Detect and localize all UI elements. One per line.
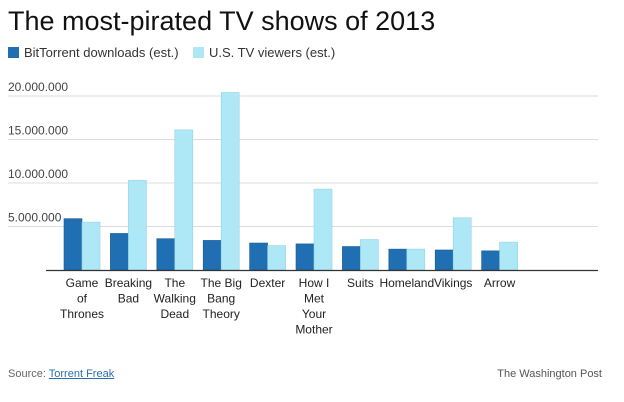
bar-downloads (388, 248, 408, 271)
x-tick-label-line: Suits (347, 276, 374, 290)
bar-downloads (295, 243, 315, 271)
x-tick-label: Vikings (434, 276, 472, 290)
x-tick-label-line: How I (299, 276, 330, 290)
x-tick-label-line: The Big (201, 276, 242, 290)
bar-viewers (313, 188, 333, 271)
bar-downloads (342, 246, 361, 271)
x-tick-label-line: The (164, 276, 185, 290)
bar-viewers (128, 180, 147, 271)
x-tick-label-line: Met (304, 292, 325, 306)
x-tick-label-line: Homeland (379, 276, 434, 290)
x-tick-label-line: Your (302, 307, 326, 321)
source-note: Source: Torrent Freak (8, 368, 114, 380)
x-tick-label-line: Dead (160, 307, 189, 321)
x-tick-label-line: Dexter (250, 276, 285, 290)
chart-title: The most-pirated TV shows of 2013 (8, 6, 436, 36)
x-tick-label: The Walking Dead (154, 276, 196, 321)
x-tick-label: Game of Thrones (60, 276, 104, 321)
legend-item-viewers: U.S. TV viewers (est.) (193, 44, 335, 60)
bar-viewers (174, 129, 194, 271)
bar-chart: 5.000.000 10.000.000 15.000.000 20.000.000 G… (8, 80, 598, 337)
y-tick-label: 20.000.000 (8, 80, 68, 94)
x-tick-label: How I Met Your Mother (295, 276, 332, 337)
bar-viewers (220, 92, 240, 271)
x-tick-label: Homeland (379, 276, 434, 290)
bar-downloads (110, 233, 129, 271)
x-tick-label-line: Theory (203, 307, 240, 321)
bar-downloads (156, 238, 176, 271)
source-link[interactable]: Torrent Freak (48, 368, 115, 380)
bar-downloads (202, 240, 222, 271)
bar-downloads (434, 249, 454, 271)
x-tick-label-line: Thrones (60, 307, 104, 321)
bar-viewers (499, 241, 518, 271)
x-tick-label-line: Arrow (484, 276, 516, 290)
x-tick-label-line: Bang (207, 292, 235, 306)
bar-downloads (481, 250, 500, 271)
bar-viewers (267, 245, 286, 271)
x-tick-label: The Big Bang Theory (201, 276, 242, 321)
bar-viewers (406, 248, 426, 271)
bar-viewers (81, 221, 101, 271)
x-tick-label-line: Bad (118, 292, 139, 306)
x-tick-label-line: Mother (295, 323, 332, 337)
source-label: Source: (8, 368, 46, 380)
y-tick-label: 10.000.000 (8, 167, 68, 181)
bar-downloads (249, 242, 268, 271)
legend-label-viewers: U.S. TV viewers (est.) (209, 44, 336, 60)
bar-downloads (63, 218, 83, 271)
x-tick-label: Arrow (484, 276, 516, 290)
legend-swatch-viewers (193, 46, 204, 58)
x-tick-label: Suits (347, 276, 374, 290)
x-tick-label-line: Walking (154, 292, 196, 306)
y-tick-label: 15.000.000 (8, 124, 68, 138)
x-tick-label: Breaking Bad (105, 276, 152, 306)
bar-viewers (360, 239, 379, 271)
x-tick-label-line: Game (66, 276, 99, 290)
legend-item-downloads: BitTorrent downloads (est.) (8, 44, 179, 60)
x-tick-label: Dexter (250, 276, 285, 290)
x-tick-label-line: Vikings (434, 276, 472, 290)
y-tick-label: 5.000.000 (8, 211, 62, 225)
x-tick-label-line: of (77, 292, 88, 306)
legend-label-downloads: BitTorrent downloads (est.) (24, 44, 179, 60)
x-tick-label-line: Breaking (105, 276, 152, 290)
publisher-credit: The Washington Post (497, 368, 602, 380)
bar-viewers (452, 217, 472, 271)
legend-swatch-downloads (8, 46, 19, 58)
